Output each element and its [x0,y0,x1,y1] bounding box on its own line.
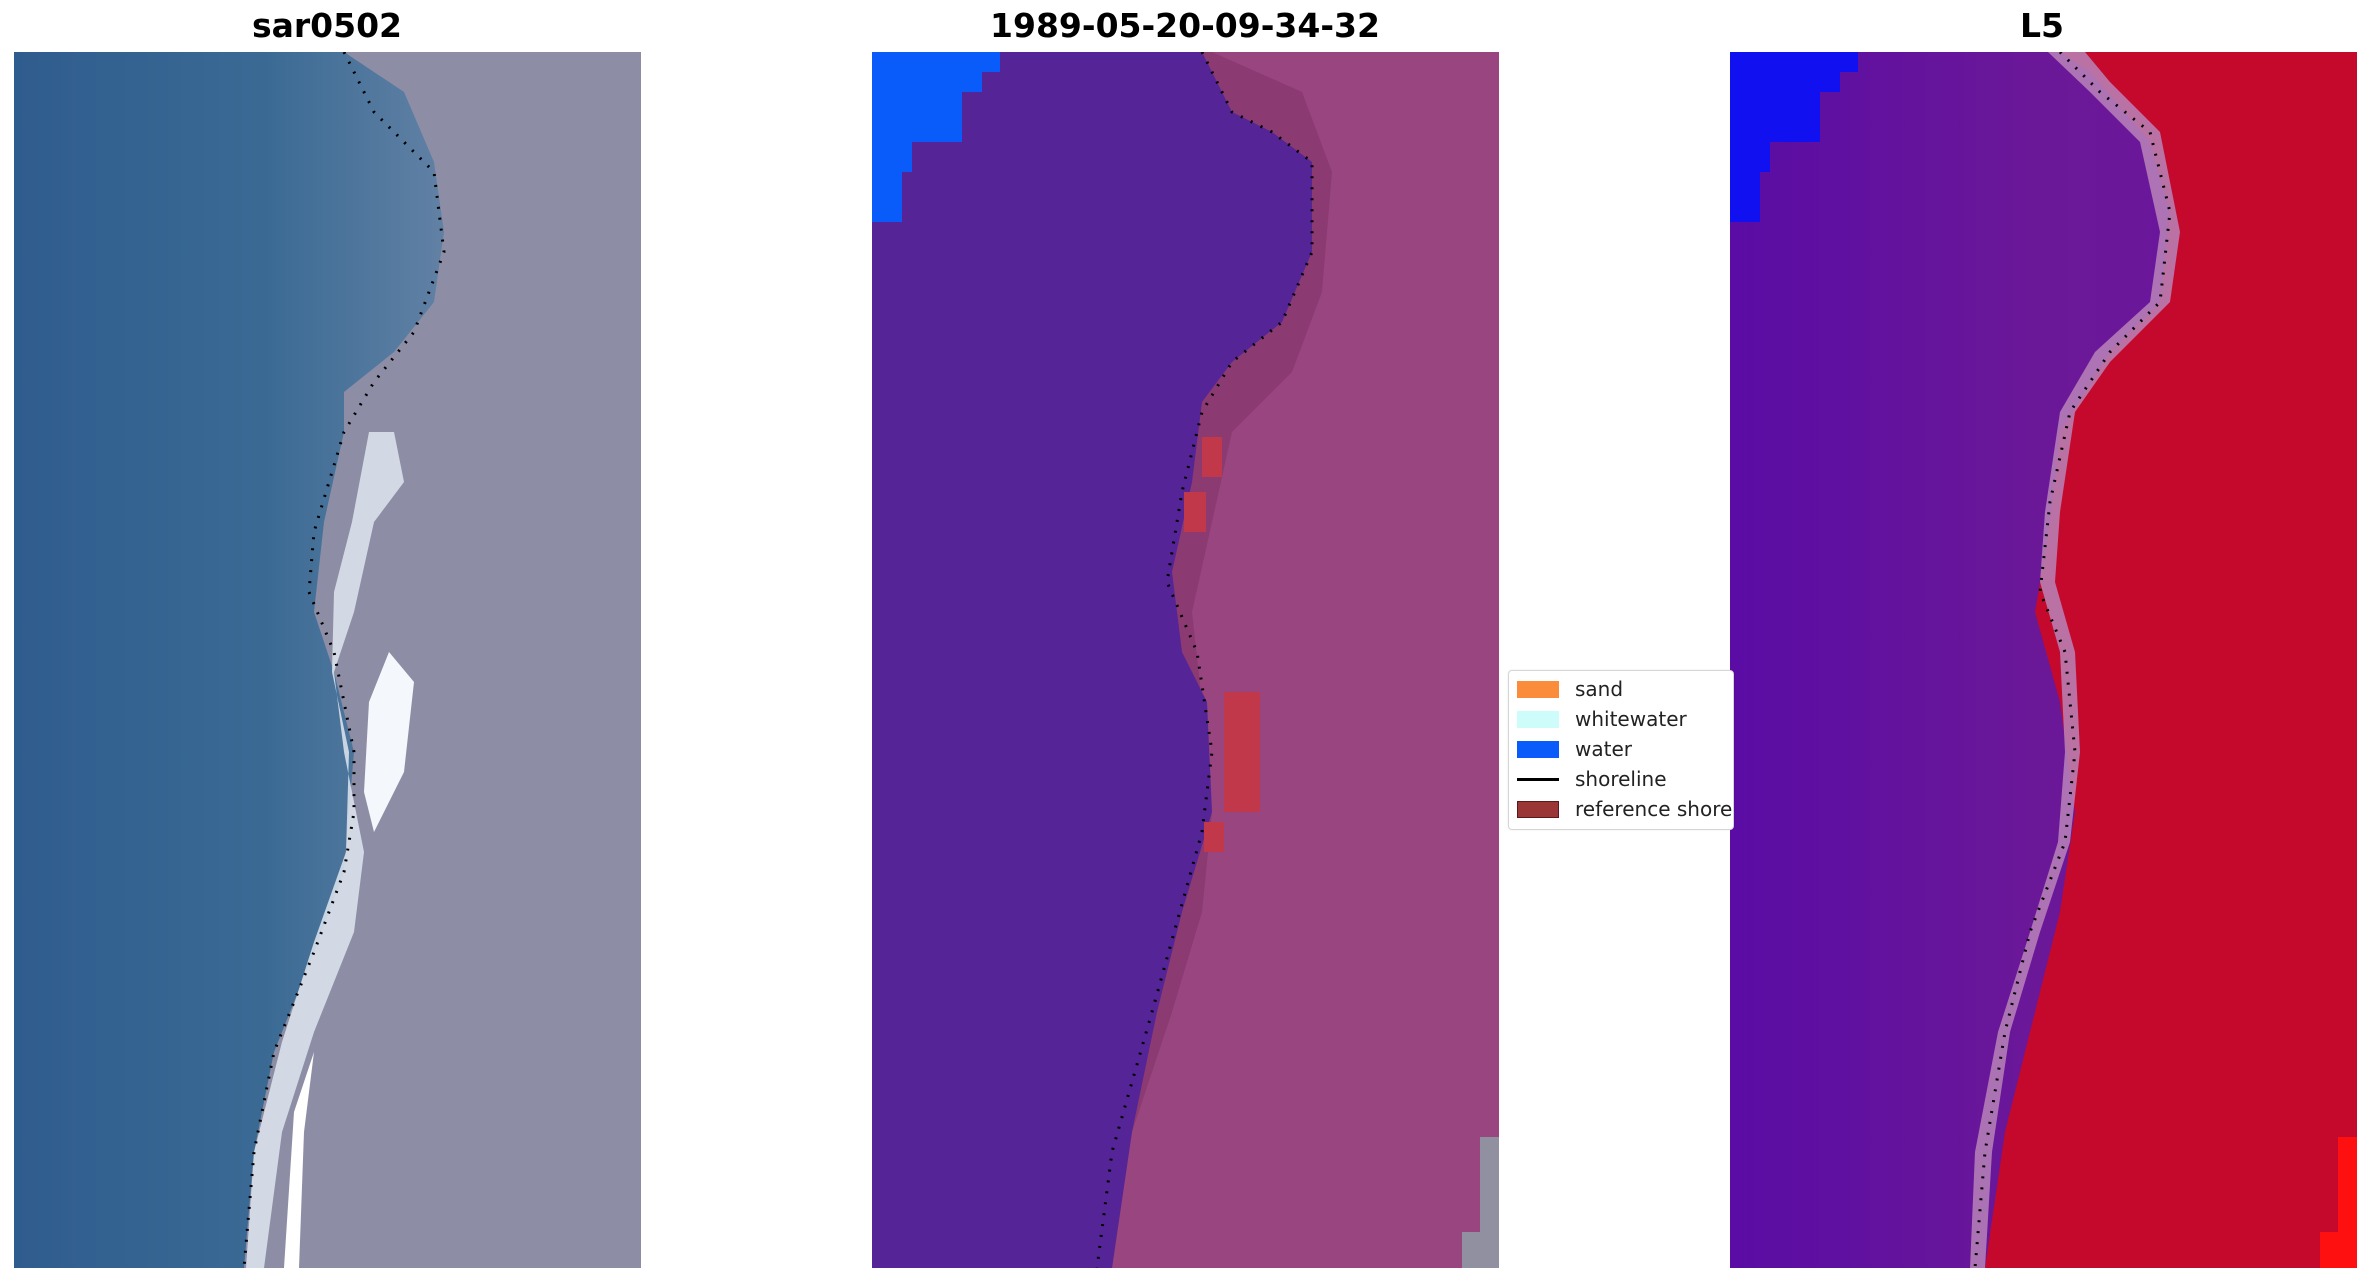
panel-title-rgb: sar0502 [251,6,403,45]
panel-title-classified: 1989-05-20-09-34-32 [990,6,1380,45]
legend-item-reference-shoreline: reference shoreline [1517,797,1733,821]
legend-swatch [1517,680,1559,698]
legend-item-shoreline: shoreline [1517,767,1667,791]
legend-swatch [1517,740,1559,758]
legend-label: sand [1575,677,1624,701]
shoreline-index [1973,52,2172,1268]
legend-swatch [1517,777,1559,781]
legend: sand whitewater water shoreline reference sh… [1508,670,1734,830]
index-image [1730,52,2357,1268]
legend-label: shoreline [1575,767,1667,791]
legend-item-sand: sand [1517,677,1623,701]
rgb-image [14,52,641,1268]
classified-image [872,52,1499,1268]
rgb-image-panel [14,52,641,1268]
classified-image-panel [872,52,1499,1268]
legend-item-whitewater: whitewater [1517,707,1687,731]
legend-label: whitewater [1575,707,1687,731]
legend-swatch [1517,710,1559,728]
legend-label: reference shoreline [1575,797,1733,821]
legend-label: water [1575,737,1632,761]
legend-swatch [1517,800,1559,818]
legend-item-water: water [1517,737,1632,761]
panel-title-index: L5 [2020,6,2064,45]
index-image-panel [1730,52,2357,1268]
shoreline-rgb [242,52,446,1268]
